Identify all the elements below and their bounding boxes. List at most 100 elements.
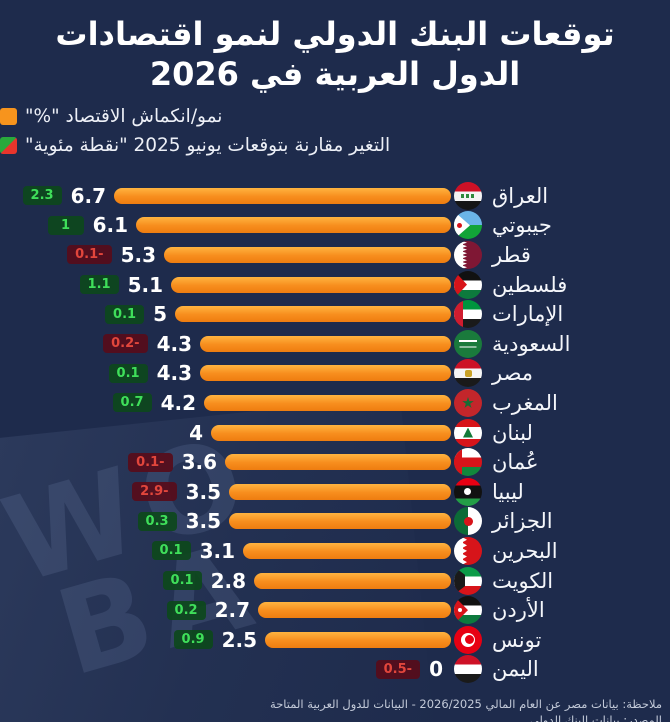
change-badge: 0.1- xyxy=(67,245,112,265)
change-badge: 1 xyxy=(47,215,84,235)
change-badge: 0.1 xyxy=(108,363,148,383)
footnote-note: ملاحظة: بيانات مصر عن العام المالي 2026/… xyxy=(270,697,662,711)
change-swatch-icon xyxy=(0,137,17,154)
change-badge: 0.9 xyxy=(173,630,213,650)
title-line-2: الدول العربية في 2026 xyxy=(149,55,521,93)
country-flag-icon xyxy=(454,448,482,477)
country-name: السعودية xyxy=(492,331,571,356)
country-row: 0.1 4.3 مصر xyxy=(0,359,670,389)
country-row: 0.1 3.1 البحرين xyxy=(0,536,670,566)
country-name: الجزائر xyxy=(492,509,553,534)
growth-bar xyxy=(136,217,451,234)
growth-value: 4.3 xyxy=(156,361,192,386)
country-flag-icon xyxy=(454,507,482,536)
change-badge: 0.1- xyxy=(128,452,173,472)
country-name: اليمن xyxy=(492,657,539,682)
country-name: عُمان xyxy=(492,450,539,475)
country-name: الأردن xyxy=(492,598,545,623)
growth-value: 3.5 xyxy=(185,509,221,534)
country-row: 0.9 2.5 تونس xyxy=(0,625,670,655)
growth-bar xyxy=(258,602,451,619)
country-flag-icon xyxy=(454,329,482,358)
country-row: 4 لبنان xyxy=(0,418,670,448)
country-name: البحرين xyxy=(492,538,558,563)
growth-value: 5 xyxy=(153,302,167,327)
growth-bar xyxy=(114,187,451,204)
country-flag-icon xyxy=(454,240,482,269)
growth-value: 2.7 xyxy=(214,598,250,623)
growth-bar xyxy=(204,394,451,411)
growth-value: 3.5 xyxy=(185,479,221,504)
country-row: 0.1- 3.6 عُمان xyxy=(0,447,670,477)
change-badge: 0.1 xyxy=(105,304,145,324)
legend-growth-label: نمو/انكماش الاقتصاد "%" xyxy=(25,106,223,127)
legend-item-change: التغير مقارنة بتوقعات يونيو 2025 "نقطة م… xyxy=(0,131,655,160)
country-row: 0.3 3.5 الجزائر xyxy=(0,507,670,537)
country-flag-icon xyxy=(454,418,482,447)
change-badge: 1.1 xyxy=(79,275,119,295)
growth-bar xyxy=(175,306,451,323)
change-badge: 0.5- xyxy=(375,659,421,679)
legend-change-label: التغير مقارنة بتوقعات يونيو 2025 "نقطة م… xyxy=(25,135,391,156)
growth-value: 6.7 xyxy=(70,183,106,208)
growth-bar xyxy=(164,246,451,263)
growth-bar xyxy=(200,335,451,352)
growth-value: 4.2 xyxy=(160,390,196,415)
growth-value: 5.1 xyxy=(127,272,163,297)
country-name: تونس xyxy=(492,627,542,652)
country-flag-icon xyxy=(454,655,482,684)
country-row: 0.1 5 الإمارات xyxy=(0,299,670,329)
country-flag-icon xyxy=(454,270,482,299)
country-row: 0.5- 0 اليمن xyxy=(0,655,670,685)
change-badge: 0.1 xyxy=(151,541,191,561)
growth-value: 3.6 xyxy=(181,450,217,475)
change-badge: 2.9- xyxy=(132,482,177,502)
country-row: 0.1 2.8 الكويت xyxy=(0,566,670,596)
chart-legend: نمو/انكماش الاقتصاد "%" التغير مقارنة بت… xyxy=(0,102,670,160)
growth-bar xyxy=(243,542,451,559)
country-name: ليبيا xyxy=(492,479,524,504)
country-name: المغرب xyxy=(492,390,558,415)
country-name: الكويت xyxy=(492,568,554,593)
change-badge: 0.1 xyxy=(162,571,202,591)
country-flag-icon xyxy=(454,388,482,417)
footnote: ملاحظة: بيانات مصر عن العام المالي 2026/… xyxy=(8,696,662,722)
growth-value: 2.5 xyxy=(221,627,257,652)
growth-bar xyxy=(229,513,451,530)
growth-bar xyxy=(254,572,451,589)
country-flag-icon xyxy=(454,211,482,240)
growth-swatch-icon xyxy=(0,108,17,125)
title-line-1: توقعات البنك الدولي لنمو اقتصادات xyxy=(55,15,615,53)
growth-bar xyxy=(171,276,451,293)
growth-value: 5.3 xyxy=(120,242,156,267)
country-flag-icon xyxy=(454,181,482,210)
country-name: العراق xyxy=(492,183,549,208)
country-row: 2.9- 3.5 ليبيا xyxy=(0,477,670,507)
growth-value: 4 xyxy=(189,420,203,445)
country-flag-icon xyxy=(454,300,482,329)
bar-chart: 2.3 6.7 العراق 1 6.1 جيبوتي 0.1- 5.3 قطر… xyxy=(0,181,670,684)
country-row: 0.2 2.7 الأردن xyxy=(0,595,670,625)
country-name: لبنان xyxy=(492,420,533,445)
country-row: 0.1- 5.3 قطر xyxy=(0,240,670,270)
country-name: جيبوتي xyxy=(492,213,552,238)
growth-value: 0 xyxy=(429,657,443,682)
change-badge: 0.2 xyxy=(166,600,206,620)
country-flag-icon xyxy=(454,596,482,625)
footnote-source: المصدر: بيانات البنك الدولي xyxy=(529,713,662,722)
growth-value: 3.1 xyxy=(199,538,235,563)
growth-value: 2.8 xyxy=(210,568,246,593)
legend-item-growth: نمو/انكماش الاقتصاد "%" xyxy=(0,102,655,131)
country-flag-icon xyxy=(454,566,482,595)
change-badge: 0.2- xyxy=(103,334,148,354)
country-row: 1.1 5.1 فلسطين xyxy=(0,270,670,300)
country-row: 2.3 6.7 العراق xyxy=(0,181,670,211)
page-title: توقعات البنك الدولي لنمو اقتصادات الدول … xyxy=(0,0,670,94)
growth-value: 6.1 xyxy=(92,213,128,238)
country-row: 0.2- 4.3 السعودية xyxy=(0,329,670,359)
change-badge: 2.3 xyxy=(22,186,62,206)
country-row: 1 6.1 جيبوتي xyxy=(0,211,670,241)
change-badge: 0.7 xyxy=(112,393,152,413)
country-flag-icon xyxy=(454,536,482,565)
